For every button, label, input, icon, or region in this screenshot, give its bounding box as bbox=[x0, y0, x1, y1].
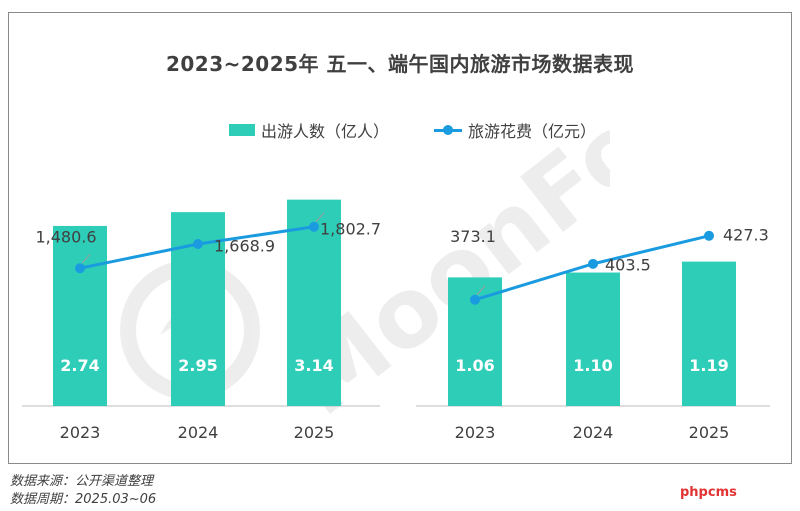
x-tick-label: 2023 bbox=[455, 423, 496, 442]
bar bbox=[287, 199, 341, 406]
legend-bar-label: 出游人数（亿人） bbox=[261, 122, 390, 141]
x-tick-label: 2024 bbox=[573, 423, 614, 442]
legend-bar-item: 出游人数（亿人） bbox=[229, 118, 389, 142]
line-point bbox=[75, 263, 85, 274]
legend-line-label: 旅游花费（亿元） bbox=[468, 122, 597, 141]
line-point bbox=[704, 230, 714, 241]
x-tick-label: 2025 bbox=[689, 423, 730, 442]
bar-value-label: 1.19 bbox=[689, 356, 728, 375]
source-line-1: 数据来源：公开渠道整理 bbox=[10, 474, 154, 489]
bar bbox=[53, 225, 107, 406]
legend-bar-swatch bbox=[229, 124, 255, 136]
x-tick-label: 2023 bbox=[60, 423, 101, 442]
line-point bbox=[588, 258, 598, 269]
source-line-2: 数据周期：2025.03~06 bbox=[10, 492, 157, 507]
bar bbox=[566, 272, 620, 406]
x-tick-label: 2024 bbox=[178, 423, 219, 442]
line-value-label: 1,480.6 bbox=[35, 228, 96, 247]
bar-value-label: 3.14 bbox=[294, 356, 333, 375]
bar-value-label: 2.74 bbox=[60, 356, 99, 375]
bar-value-label: 1.06 bbox=[455, 356, 494, 375]
chart-frame bbox=[8, 12, 792, 464]
bar-value-label: 2.95 bbox=[178, 356, 217, 375]
line-value-label: 1,668.9 bbox=[214, 236, 275, 255]
bar-value-label: 1.10 bbox=[573, 356, 612, 375]
line-point bbox=[193, 238, 203, 249]
chart-legend: 出游人数（亿人） 旅游花费（亿元） bbox=[0, 118, 800, 142]
line-point bbox=[470, 294, 480, 305]
line-value-label: 427.3 bbox=[723, 225, 769, 244]
label-leader-line bbox=[81, 253, 91, 264]
legend-line-swatch bbox=[434, 124, 462, 136]
line-value-label: 1,802.7 bbox=[320, 219, 381, 238]
chart-title: 2023~2025年 五一、端午国内旅游市场数据表现 bbox=[165, 52, 635, 76]
site-badge: phpcms bbox=[680, 485, 737, 500]
label-leader-line bbox=[476, 285, 486, 296]
bar bbox=[682, 261, 736, 406]
line-value-label: 403.5 bbox=[605, 255, 651, 274]
label-leader-line bbox=[315, 212, 325, 223]
x-tick-label: 2025 bbox=[294, 423, 335, 442]
line-value-label: 373.1 bbox=[450, 227, 496, 246]
legend-line-item: 旅游花费（亿元） bbox=[434, 118, 596, 142]
line-point bbox=[309, 221, 319, 232]
